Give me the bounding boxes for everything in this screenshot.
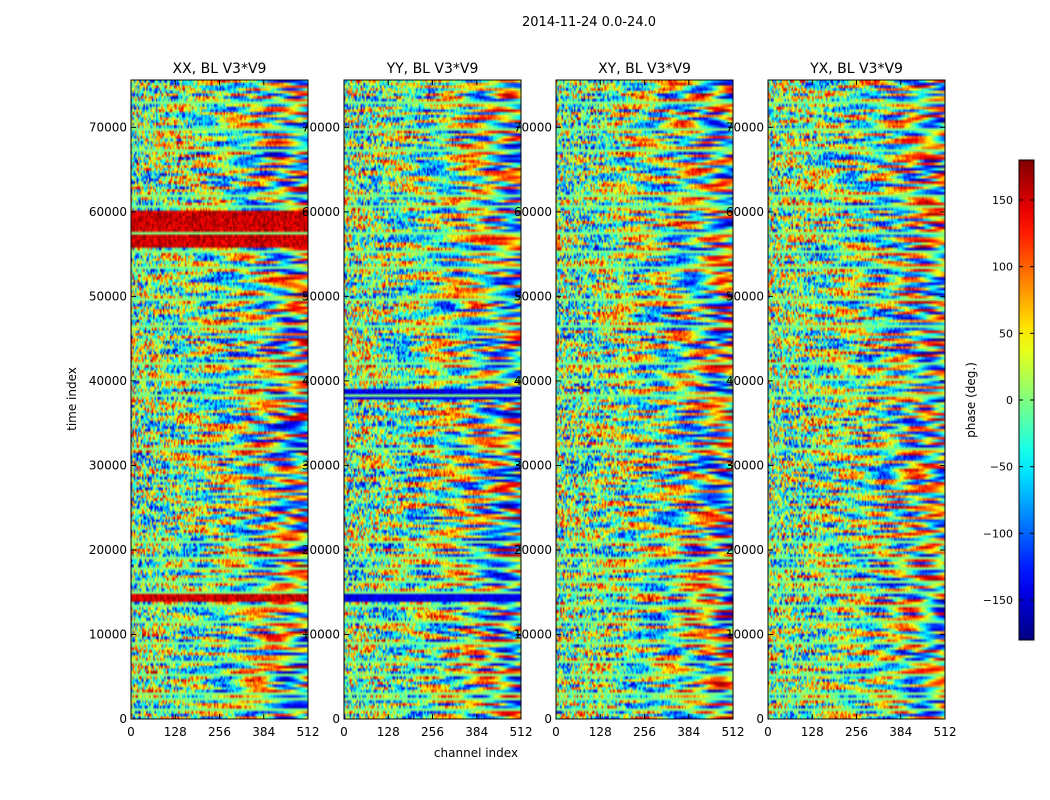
x-tick-label: 0 [340, 725, 348, 739]
x-tick-label: 0 [127, 725, 135, 739]
panel-1: YY, BL V3*V9 0 128 256 384 512 0 10000 20000 3000… [302, 61, 533, 739]
x-tick-label: 0 [764, 725, 772, 739]
y-tick-label: 60000 [302, 205, 340, 219]
y-tick-label: 30000 [302, 458, 340, 472]
panel-title-0: XX, BL V3*V9 [173, 61, 267, 77]
x-tick-label: 128 [589, 725, 612, 739]
colorbar-tick-label: 50 [999, 327, 1013, 340]
y-tick-label: 20000 [302, 543, 340, 557]
y-tick-label: 60000 [89, 205, 127, 219]
y-tick-label: 50000 [726, 289, 764, 303]
x-axis-label: channel index [434, 746, 518, 760]
y-tick-label: 0 [119, 712, 127, 726]
y-tick-label: 60000 [726, 205, 764, 219]
y-tick-label: 70000 [726, 120, 764, 134]
y-tick-label: 20000 [514, 543, 552, 557]
y-tick-label: 0 [756, 712, 764, 726]
colorbar-tick-label: −100 [983, 527, 1013, 540]
colorbar-tick-label: 0 [1006, 394, 1013, 407]
y-tick-label: 50000 [89, 289, 127, 303]
y-tick-label: 50000 [514, 289, 552, 303]
y-tick-label: 10000 [514, 627, 552, 641]
colorbar-tick-label: 150 [992, 194, 1013, 207]
y-tick-label: 0 [332, 712, 340, 726]
panel-title-3: YX, BL V3*V9 [809, 61, 903, 77]
panel-title-2: XY, BL V3*V9 [598, 61, 691, 77]
y-tick-label: 60000 [514, 205, 552, 219]
colorbar-label: phase (deg.) [964, 362, 978, 438]
colorbar: −150 −100 −50 0 50 100 150 [983, 159, 1035, 641]
phase-heatmap-2 [556, 80, 733, 719]
y-tick-label: 40000 [89, 374, 127, 388]
phase-heatmap-1 [344, 80, 521, 719]
y-tick-label: 40000 [302, 374, 340, 388]
x-tick-label: 128 [377, 725, 400, 739]
y-axis-label: time index [65, 367, 79, 431]
y-tick-label: 10000 [89, 627, 127, 641]
panel-title-1: YY, BL V3*V9 [386, 61, 479, 77]
colorbar-tick-label: −50 [990, 461, 1013, 474]
y-tick-label: 70000 [302, 120, 340, 134]
phase-heatmap-0 [131, 80, 308, 719]
panel-3: YX, BL V3*V9 0 128 256 384 512 0 10000 20000 3000… [726, 61, 957, 739]
y-tick-label: 70000 [514, 120, 552, 134]
panels-group: XX, BL V3*V9 0 128 256 384 512 0 10000 20000 3000… [89, 61, 957, 739]
x-tick-label: 128 [801, 725, 824, 739]
x-tick-label: 128 [164, 725, 187, 739]
x-tick-label: 512 [297, 725, 320, 739]
x-tick-label: 256 [845, 725, 868, 739]
phase-heatmap-3 [768, 80, 945, 719]
y-tick-label: 20000 [89, 543, 127, 557]
y-tick-label: 10000 [302, 627, 340, 641]
x-tick-label: 256 [421, 725, 444, 739]
y-tick-label: 50000 [302, 289, 340, 303]
x-tick-label: 256 [208, 725, 231, 739]
figure-suptitle: 2014-11-24 0.0-24.0 [522, 15, 656, 30]
x-tick-label: 384 [465, 725, 488, 739]
y-tick-label: 20000 [726, 543, 764, 557]
x-tick-label: 512 [934, 725, 957, 739]
y-tick-label: 0 [544, 712, 552, 726]
x-tick-label: 0 [552, 725, 560, 739]
x-tick-label: 384 [677, 725, 700, 739]
y-tick-label: 30000 [726, 458, 764, 472]
panel-0: XX, BL V3*V9 0 128 256 384 512 0 10000 20000 3000… [89, 61, 320, 739]
panel-2: XY, BL V3*V9 0 128 256 384 512 0 10000 20000 3000… [514, 61, 745, 739]
y-tick-label: 30000 [89, 458, 127, 472]
x-tick-label: 256 [633, 725, 656, 739]
x-tick-label: 384 [252, 725, 275, 739]
x-tick-label: 512 [510, 725, 533, 739]
y-tick-label: 40000 [726, 374, 764, 388]
colorbar-tick-label: 100 [992, 261, 1013, 274]
y-tick-label: 30000 [514, 458, 552, 472]
x-tick-label: 384 [889, 725, 912, 739]
y-tick-label: 10000 [726, 627, 764, 641]
colorbar-tick-label: −150 [983, 594, 1013, 607]
y-tick-label: 70000 [89, 120, 127, 134]
x-tick-label: 512 [722, 725, 745, 739]
y-tick-label: 40000 [514, 374, 552, 388]
